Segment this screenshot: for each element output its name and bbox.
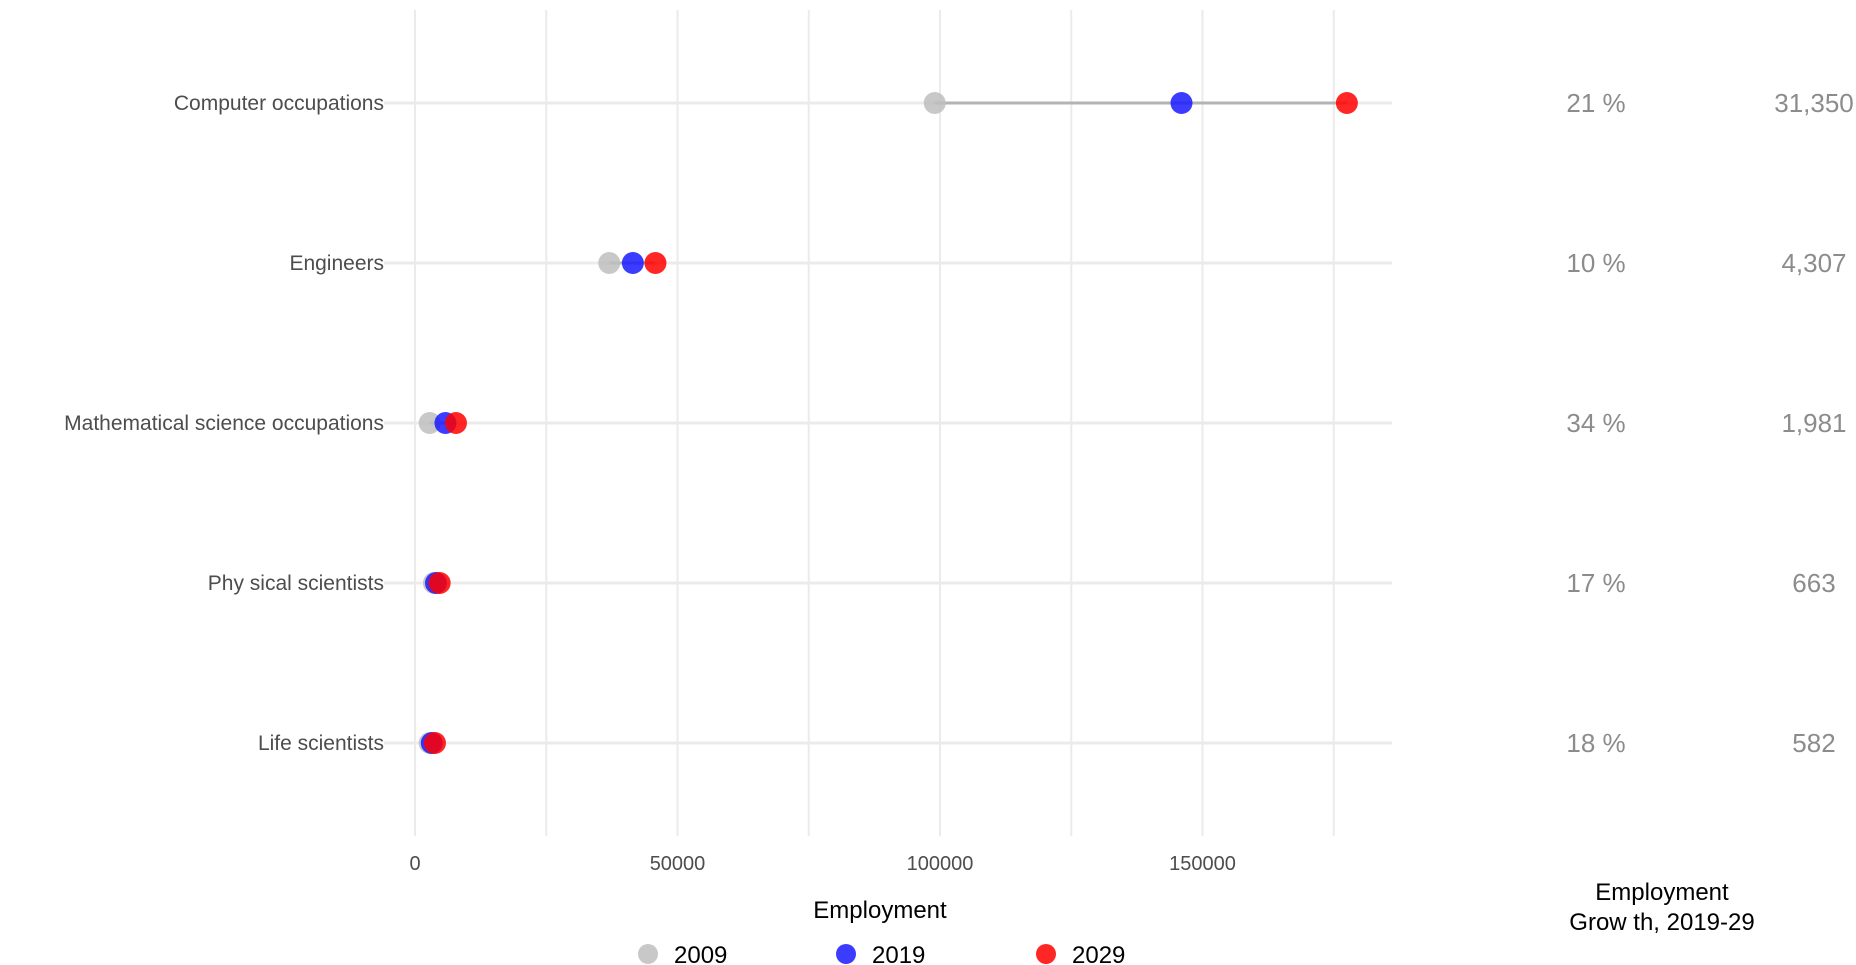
data-points: [418, 92, 1358, 754]
growth-percent: 34 %: [1566, 408, 1625, 438]
growth-percent: 18 %: [1566, 728, 1625, 758]
x-tick-label: 0: [409, 853, 420, 875]
data-point-2009: [923, 92, 946, 114]
category-label: Engineers: [289, 252, 384, 275]
data-point-2029: [444, 412, 467, 434]
category-label: Computer occupations: [174, 92, 384, 115]
data-point-2029: [1335, 92, 1358, 114]
growth-title-line-2: Grow th, 2019-29: [1569, 909, 1754, 936]
growth-columns: 21 % 31,350 10 % 4,307 34 % 1,981 17 % 663 18 % 5…: [1566, 88, 1853, 758]
data-point-2029: [428, 572, 451, 594]
growth-percent: 10 %: [1566, 248, 1625, 278]
growth-percent: 21 %: [1566, 88, 1625, 118]
legend: 2009 2019 2029: [638, 942, 1125, 965]
data-point-2019: [1170, 92, 1193, 114]
growth-count: 582: [1792, 728, 1835, 758]
growth-percent: 17 %: [1566, 568, 1625, 598]
data-point-2029: [644, 252, 667, 274]
data-point-2019: [621, 252, 644, 274]
grid: [384, 10, 1392, 836]
growth-count: 4,307: [1781, 248, 1846, 278]
x-axis-ticks: 0 50000 100000 150000: [409, 853, 1235, 875]
growth-title-line-1: Employment: [1595, 879, 1729, 906]
legend-marker-2009: [638, 944, 658, 964]
x-axis-title: Employment: [813, 897, 947, 924]
growth-count: 663: [1792, 568, 1835, 598]
x-tick-label: 100000: [907, 853, 974, 875]
growth-count: 31,350: [1774, 88, 1854, 118]
growth-count: 1,981: [1781, 408, 1846, 438]
legend-label-2009: 2009: [674, 942, 727, 965]
legend-label-2019: 2019: [872, 942, 925, 965]
x-tick-label: 150000: [1169, 853, 1236, 875]
data-point-2029: [423, 732, 446, 754]
category-label: Phy sical scientists: [208, 572, 384, 595]
x-tick-label: 50000: [650, 853, 706, 875]
data-point-2009: [598, 252, 621, 274]
legend-marker-2019: [836, 944, 856, 964]
category-label: Life scientists: [258, 732, 384, 755]
data-point-2009: [418, 412, 441, 434]
legend-label-2029: 2029: [1072, 942, 1125, 965]
category-label: Mathematical science occupations: [64, 412, 384, 435]
legend-marker-2029: [1036, 944, 1056, 964]
category-labels: Computer occupations Engineers Mathematica…: [64, 92, 384, 755]
